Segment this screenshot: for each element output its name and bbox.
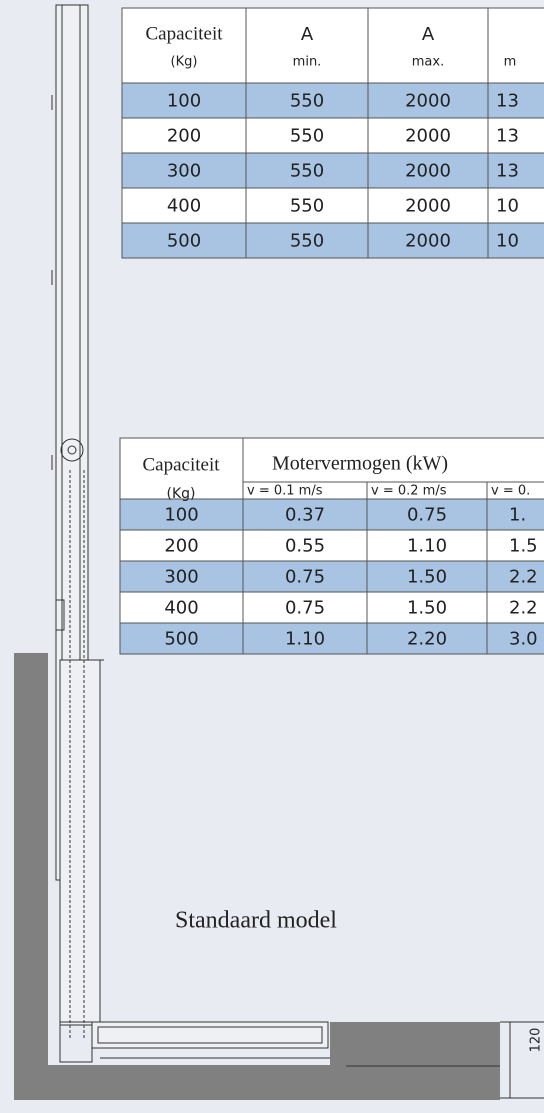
- table-cell: 10: [496, 196, 519, 217]
- table-cell: 0.37: [285, 505, 325, 526]
- table-cell: 200: [167, 126, 201, 147]
- header-speed: v = 0.: [491, 484, 530, 499]
- table-cell: 13: [496, 161, 519, 182]
- table-cell: 300: [164, 567, 198, 588]
- table-cell: 2.20: [407, 629, 447, 650]
- table-cell: 550: [290, 161, 324, 182]
- row-band: [121, 152, 544, 189]
- table-cell: 2000: [405, 196, 451, 217]
- header-unit: min.: [293, 55, 322, 70]
- dimension-label: 120: [529, 1028, 544, 1053]
- table-cell: 550: [290, 91, 324, 112]
- table-cell: 500: [164, 629, 198, 650]
- lift-column: [51, 4, 500, 1067]
- table-cell: 1.10: [407, 536, 447, 557]
- table-cell: 2.2: [509, 598, 538, 619]
- table-cell: 2.2: [509, 567, 538, 588]
- row-band: [121, 187, 544, 224]
- caption: Standaard model: [175, 908, 337, 934]
- table-cell: 2000: [405, 91, 451, 112]
- header-unit: (Kg): [167, 486, 196, 502]
- table-cell: 1.10: [285, 629, 325, 650]
- table-cell: 100: [167, 91, 201, 112]
- row-band: [119, 498, 544, 531]
- dimension-line: [500, 1021, 544, 1099]
- table-cell: 100: [164, 505, 198, 526]
- table-cell: 400: [164, 598, 198, 619]
- table-cell: 550: [290, 196, 324, 217]
- header-speed: v = 0.1 m/s: [247, 484, 323, 499]
- header-title: Capaciteit: [142, 454, 220, 475]
- table-cell: 13: [496, 126, 519, 147]
- table-cell: 300: [167, 161, 201, 182]
- table-cell: 200: [164, 536, 198, 557]
- header-speed: v = 0.2 m/s: [371, 484, 447, 499]
- table-cell: 500: [167, 231, 201, 252]
- row-band: [121, 222, 544, 259]
- table-cell: 0.55: [285, 536, 325, 557]
- row-band: [119, 560, 544, 593]
- table-cell: 10: [496, 231, 519, 252]
- table-cell: 1.5: [509, 536, 538, 557]
- table-cell: 0.75: [285, 598, 325, 619]
- table-cell: 2000: [405, 231, 451, 252]
- table-cell: 1.50: [407, 598, 447, 619]
- table-cell: 3.0: [509, 629, 538, 650]
- header-title: Capaciteit: [145, 23, 223, 44]
- row-band: [119, 622, 544, 655]
- table-cell: 0.75: [407, 505, 447, 526]
- table-cell: 550: [290, 126, 324, 147]
- row-band: [119, 591, 544, 624]
- table-cell: 13: [496, 91, 519, 112]
- table-cell: 400: [167, 196, 201, 217]
- header-title: A: [301, 24, 314, 45]
- header-unit: m: [504, 55, 517, 70]
- table-cell: 550: [290, 231, 324, 252]
- header-title: A: [422, 24, 435, 45]
- table-cell: 0.75: [285, 567, 325, 588]
- table-cell: 1.50: [407, 567, 447, 588]
- header-unit: max.: [412, 55, 444, 70]
- header-title: Motervermogen (kW): [272, 453, 448, 475]
- concrete: [14, 653, 500, 1100]
- header-unit: (Kg): [171, 55, 198, 70]
- row-band: [119, 529, 544, 562]
- table-cell: 2000: [405, 161, 451, 182]
- table-cell: 2000: [405, 126, 451, 147]
- table-cell: 1.: [509, 505, 526, 526]
